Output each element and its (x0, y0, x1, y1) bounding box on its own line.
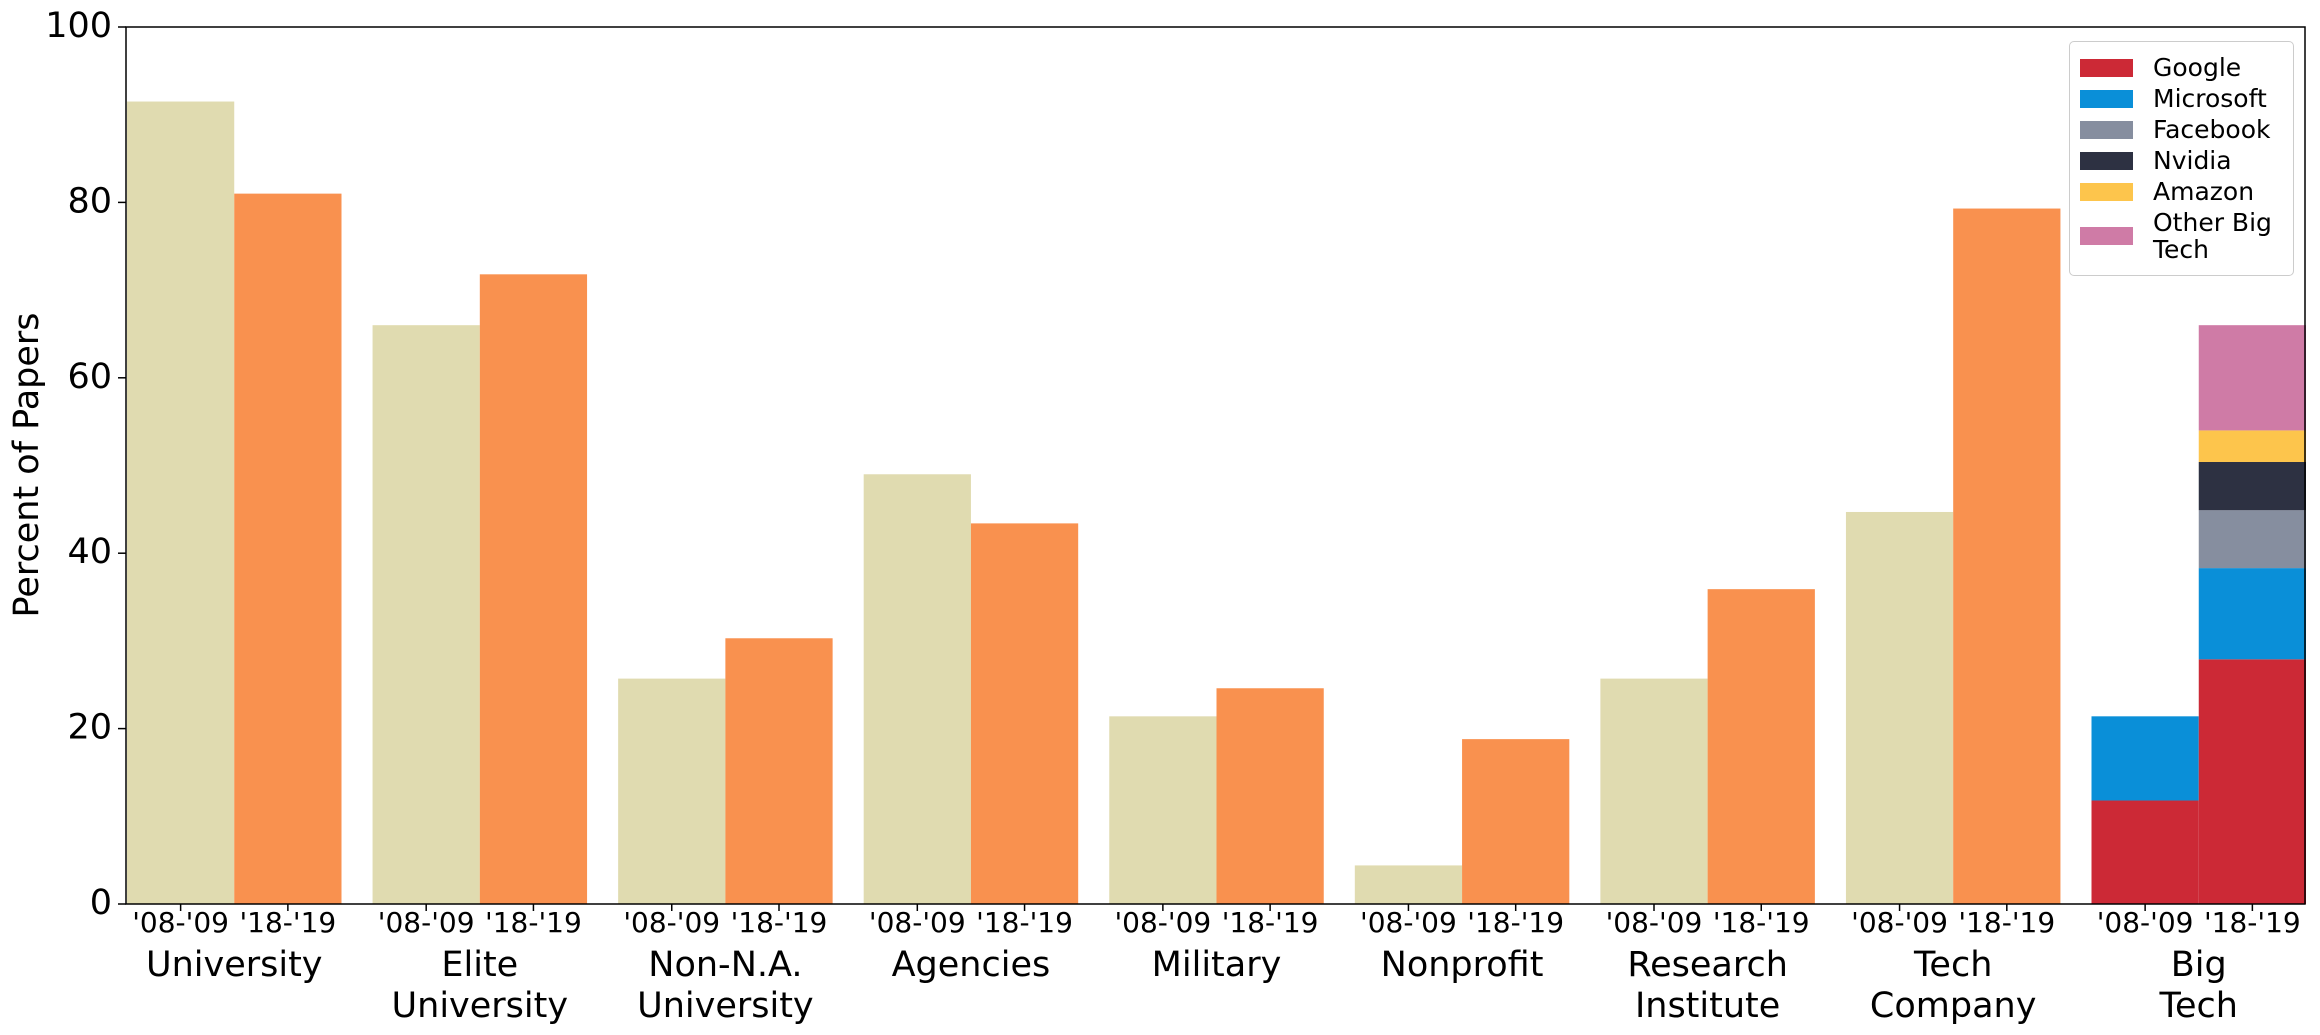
category-label: Tech Company (1870, 945, 2037, 1026)
bar (1953, 208, 2061, 904)
y-tick-label: 80 (67, 181, 112, 221)
period-label: '08-'09 (623, 906, 720, 939)
stacked-bar (2091, 716, 2199, 801)
stacked-bar (2091, 800, 2199, 904)
y-tick-label: 40 (67, 532, 112, 572)
legend-swatch (2080, 120, 2133, 139)
plot-frame (125, 26, 2306, 905)
legend-item: Amazon (2080, 178, 2283, 205)
period-label: '08-'09 (1606, 906, 1703, 939)
period-label: '18-'19 (485, 906, 582, 939)
legend-label: Facebook (2153, 115, 2271, 144)
period-label: '18-'19 (731, 906, 828, 939)
category-label-line: Agencies (892, 945, 1051, 985)
category-label-line: Institute (1635, 986, 1780, 1026)
period-label: '08-'09 (132, 906, 229, 939)
category-label: University (146, 945, 323, 985)
category-label-line: Elite (441, 945, 518, 985)
legend-item: Facebook (2080, 116, 2283, 143)
stacked-bar (2198, 461, 2306, 511)
stacked-bar (2198, 510, 2306, 569)
y-tick-label: 100 (45, 6, 112, 46)
category-label-line: University (637, 986, 814, 1026)
legend-label: Nvidia (2153, 146, 2232, 175)
period-label: '18-'19 (976, 906, 1073, 939)
bar (618, 678, 726, 904)
category-label: Big Tech (2159, 945, 2238, 1026)
category-label-line: Company (1870, 986, 2037, 1026)
bar (479, 274, 588, 905)
legend-swatch (2080, 227, 2133, 245)
period-label: '18-'19 (1713, 906, 1810, 939)
period-label: '18-'19 (1222, 906, 1319, 939)
legend: Google Microsoft Facebook Nvidia Amazon Other… (2069, 41, 2294, 276)
legend-label: Microsoft (2153, 84, 2267, 113)
category-label-line: Tech (1913, 945, 1992, 985)
bar (1216, 688, 1324, 904)
category-label: Nonprofit (1381, 945, 1544, 985)
bar (1109, 716, 1217, 904)
y-axis-label: Percent of Papers (7, 312, 47, 617)
legend-label: Other Big Tech (2153, 208, 2272, 264)
bar (234, 193, 342, 904)
bar (1354, 865, 1463, 904)
legend-swatch (2080, 151, 2133, 170)
bar (970, 523, 1079, 904)
category-label-line: University (392, 986, 569, 1026)
category-label-line: University (146, 945, 323, 985)
legend-swatch (2080, 58, 2133, 77)
category-label-line: Non-N.A. (648, 945, 802, 985)
bar (1600, 678, 1708, 904)
category-label-line: Big (2171, 945, 2227, 985)
bar (1845, 511, 1954, 904)
period-label: '18-'19 (239, 906, 336, 939)
y-tick-label: 20 (67, 708, 112, 748)
period-label: '18-'19 (1958, 906, 2055, 939)
bar (127, 101, 235, 905)
period-label: '18-'19 (2204, 906, 2301, 939)
legend-label: Google (2153, 53, 2242, 82)
category-label: Elite University (392, 945, 569, 1026)
y-tick-label: 0 (90, 883, 112, 923)
stacked-bar (2198, 568, 2306, 660)
period-label: '08-'09 (378, 906, 475, 939)
category-label: Non-N.A. University (637, 945, 814, 1026)
category-label-line: Research (1627, 945, 1788, 985)
bar (863, 474, 971, 904)
legend-label: Amazon (2153, 177, 2255, 206)
stacked-bar (2198, 659, 2306, 904)
period-label: '08-'09 (1114, 906, 1211, 939)
category-label-line: Tech (2159, 986, 2238, 1026)
category-label-line: Nonprofit (1381, 945, 1544, 985)
category-label-line: Military (1152, 945, 1282, 985)
bar (725, 638, 833, 904)
legend-item: Nvidia (2080, 147, 2283, 174)
bar (1707, 589, 1815, 904)
y-tick-label: 60 (67, 357, 112, 397)
legend-item: Microsoft (2080, 85, 2283, 112)
bar (1462, 739, 1570, 904)
period-label: '18-'19 (1467, 906, 1564, 939)
legend-item: Other Big Tech (2080, 209, 2283, 263)
period-label: '08-'09 (1851, 906, 1948, 939)
period-label: '08-'09 (1360, 906, 1457, 939)
stacked-bar (2198, 325, 2306, 431)
period-label: '08-'09 (869, 906, 966, 939)
period-label: '08-'09 (2097, 906, 2194, 939)
category-label: Military (1152, 945, 1282, 985)
legend-swatch (2080, 89, 2133, 108)
category-label: Agencies (892, 945, 1051, 985)
category-label: Research Institute (1627, 945, 1788, 1026)
legend-item: Google (2080, 54, 2283, 81)
stacked-bar (2198, 430, 2306, 462)
legend-swatch (2080, 182, 2133, 201)
bar (372, 325, 480, 904)
